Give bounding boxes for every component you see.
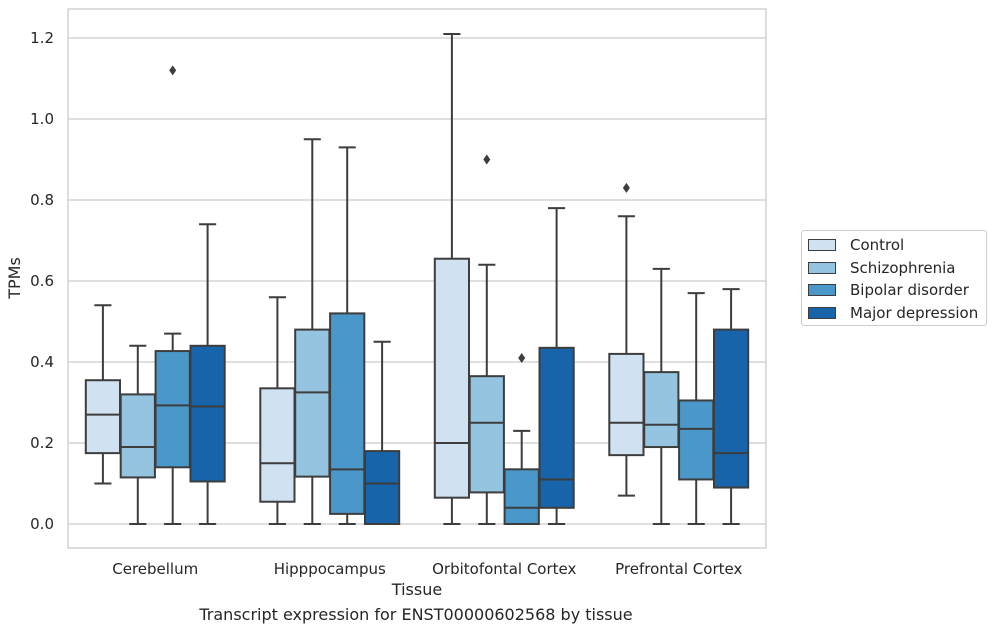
legend-swatch xyxy=(808,284,836,296)
legend-item: Major depression xyxy=(808,303,978,323)
y-tick-label: 0.4 xyxy=(30,353,54,371)
y-tick-label: 1.2 xyxy=(30,29,54,47)
chart-caption: Transcript expression for ENST0000060256… xyxy=(199,605,633,624)
x-tick-label: Prefrontal Cortex xyxy=(615,560,742,578)
y-tick-label: 1.0 xyxy=(30,110,54,128)
box-series xyxy=(84,32,750,526)
y-tick-labels: 0.0 0.2 0.4 0.6 0.8 1.0 1.2 xyxy=(30,29,54,533)
legend-label: Major depression xyxy=(850,303,979,322)
x-tick-label: Hipppocampus xyxy=(274,560,386,578)
box-group xyxy=(538,207,575,525)
box xyxy=(503,468,540,526)
legend-item: Bipolar disorder xyxy=(808,280,969,300)
x-axis-label: Tissue xyxy=(391,580,442,599)
legend: Control Schizophrenia Bipolar disorder Majo… xyxy=(801,230,987,326)
y-tick-label: 0.0 xyxy=(30,515,54,533)
box-group xyxy=(329,146,366,525)
legend-label: Control xyxy=(850,236,905,254)
outlier-point xyxy=(622,182,630,193)
outlier-point xyxy=(169,65,177,76)
legend-item: Schizophrenia xyxy=(808,258,955,278)
box-group xyxy=(154,65,191,525)
legend-swatch xyxy=(808,261,836,274)
box xyxy=(363,450,401,526)
box xyxy=(433,257,471,499)
box-group xyxy=(433,32,471,525)
x-tick-labels: Cerebellum Hipppocampus Orbitofontal Corte… xyxy=(112,560,742,578)
box xyxy=(538,346,575,509)
box-group xyxy=(259,296,296,525)
box-group xyxy=(119,344,156,525)
box xyxy=(119,393,156,479)
box-group xyxy=(678,292,715,525)
box xyxy=(259,387,296,503)
box-group xyxy=(608,182,645,497)
box-group xyxy=(294,138,331,525)
x-tick-label: Orbitofontal Cortex xyxy=(432,560,576,578)
x-tick-label: Cerebellum xyxy=(112,560,198,578)
box xyxy=(154,350,191,469)
y-tick-label: 0.2 xyxy=(30,434,54,452)
box xyxy=(189,344,226,483)
legend-item: Control xyxy=(808,235,904,255)
box-group xyxy=(468,154,505,525)
box-group xyxy=(84,304,122,485)
outlier-point xyxy=(483,154,491,165)
legend-label: Schizophrenia xyxy=(850,258,956,277)
box-group xyxy=(503,352,540,526)
legend-swatch xyxy=(808,239,836,251)
box xyxy=(678,399,715,481)
box xyxy=(84,379,122,455)
box xyxy=(643,371,680,449)
box xyxy=(294,328,331,478)
box xyxy=(329,312,366,515)
box-group xyxy=(189,223,226,525)
plot-frame xyxy=(67,8,767,549)
box-group xyxy=(363,340,401,526)
y-tick-label: 0.6 xyxy=(30,272,54,290)
box-group xyxy=(712,288,750,525)
legend-label: Bipolar disorder xyxy=(850,281,969,299)
box xyxy=(608,352,645,457)
box-group xyxy=(643,267,680,525)
y-tick-label: 0.8 xyxy=(30,191,54,209)
y-axis-label: TPMs xyxy=(5,257,24,300)
legend-swatch xyxy=(808,306,836,319)
box xyxy=(712,328,750,489)
box xyxy=(468,375,505,494)
outlier-point xyxy=(518,352,526,363)
